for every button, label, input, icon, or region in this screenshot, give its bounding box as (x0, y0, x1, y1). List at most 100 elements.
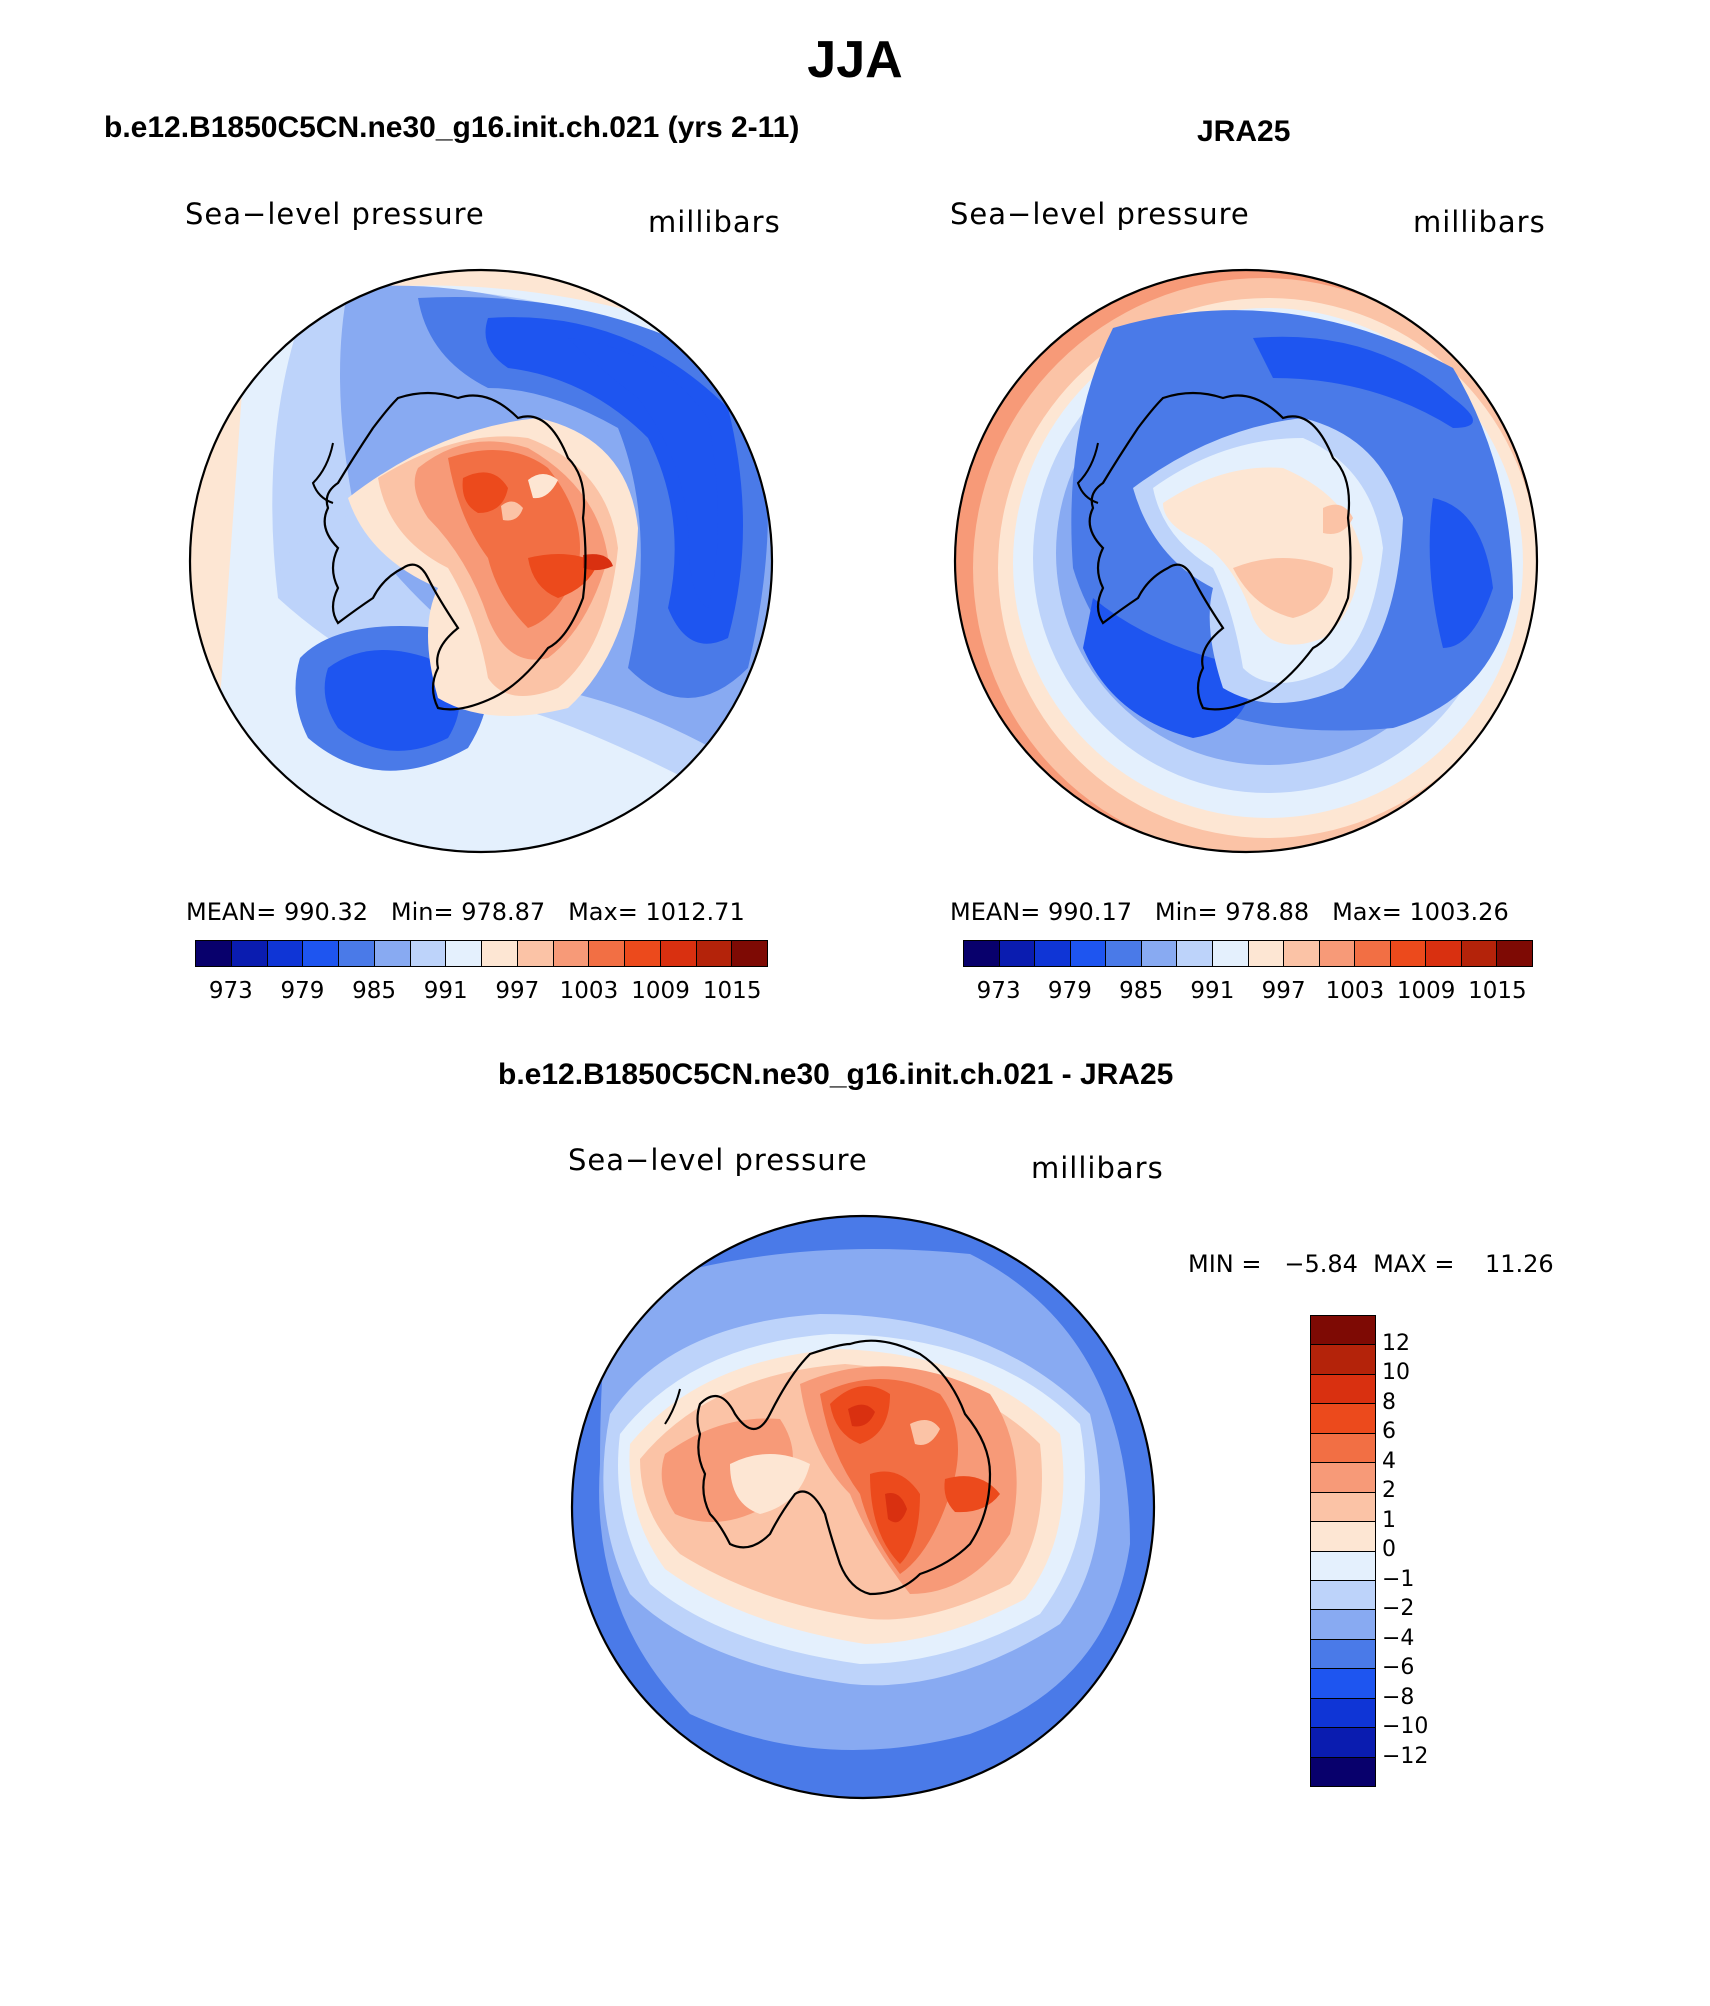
colorbar-tick-label: 1015 (702, 978, 762, 1004)
colorbar-swatch (1311, 1697, 1375, 1728)
colorbar-tick-label: 4 (1382, 1448, 1396, 1474)
colorbar-swatch (1212, 941, 1249, 966)
min-value: 978.87 (461, 898, 546, 926)
colorbar-swatch (1311, 1403, 1375, 1433)
colorbar-swatch (1319, 941, 1356, 966)
colorbar-swatch (1141, 941, 1178, 966)
colorbar-swatch (1311, 1638, 1375, 1669)
colorbar-tick-label: 991 (423, 978, 468, 1004)
figure-title: JJA (807, 31, 903, 89)
colorbar-tick-label: 2 (1382, 1478, 1396, 1503)
colorbar-tick-label: 979 (280, 978, 325, 1004)
colorbar-swatch (1311, 1550, 1375, 1580)
diff-colorbar (1310, 1315, 1376, 1787)
colorbar-tick-label: 1003 (559, 978, 619, 1004)
panel-model-variable-label: Sea−level pressure (185, 197, 485, 231)
colorbar-swatch (1311, 1432, 1375, 1463)
max-label: Max= (568, 898, 638, 926)
colorbar-tick-label: −1 (1382, 1566, 1415, 1592)
colorbar-swatch (374, 941, 411, 966)
diff-minmax: MIN = −5.84 MAX = 11.26 (1188, 1250, 1554, 1278)
colorbar-tick-label: 973 (976, 978, 1021, 1004)
colorbar-swatch (231, 941, 268, 966)
colorbar-tick-label: 979 (1047, 978, 1092, 1004)
colorbar-tick-label: 1003 (1325, 978, 1385, 1004)
obs-slp-map (953, 268, 1539, 854)
colorbar-swatch (1311, 1521, 1375, 1551)
colorbar-swatch (1311, 1727, 1375, 1757)
colorbar-swatch (339, 941, 375, 966)
colorbar-swatch (1461, 941, 1498, 966)
colorbar-swatch (696, 941, 733, 966)
colorbar-tick-label: 991 (1190, 978, 1235, 1004)
colorbar-swatch (410, 941, 447, 966)
colorbar-tick-label: 997 (1261, 978, 1306, 1004)
colorbar-tick-label: −12 (1382, 1743, 1429, 1769)
colorbar-tick-label: 8 (1382, 1389, 1396, 1415)
colorbar-tick-label: −6 (1382, 1655, 1415, 1680)
max-value: 1012.71 (645, 898, 745, 926)
panel-diff-title: b.e12.B1850C5CN.ne30_g16.init.ch.021 - J… (498, 1058, 1174, 1091)
model-colorbar (195, 940, 768, 967)
colorbar-swatch (1311, 1344, 1375, 1374)
colorbar-tick-label: 1009 (1396, 978, 1456, 1004)
colorbar-tick-label: 985 (352, 978, 397, 1004)
colorbar-tick-label: −8 (1382, 1684, 1415, 1710)
colorbar-tick-label: 0 (1382, 1537, 1396, 1562)
colorbar-swatch (1070, 941, 1107, 966)
colorbar-swatch (1311, 1668, 1375, 1698)
colorbar-tick-label: 985 (1119, 978, 1164, 1004)
min-value: 978.88 (1225, 898, 1310, 926)
panel-obs-title: JRA25 (1197, 115, 1291, 148)
colorbar-swatch (732, 941, 767, 966)
colorbar-swatch (1426, 941, 1462, 966)
max-label: Max= (1332, 898, 1402, 926)
colorbar-swatch (1311, 1316, 1375, 1345)
colorbar-tick-label: 997 (495, 978, 540, 1004)
max-value: 1003.26 (1409, 898, 1509, 926)
obs-colorbar-ticks: 973 979 985 991 997 1003 1009 1015 (963, 978, 1533, 1008)
colorbar-swatch (303, 941, 339, 966)
colorbar-swatch (1311, 1756, 1375, 1786)
panel-obs-variable-label: Sea−level pressure (950, 197, 1250, 231)
colorbar-swatch (1106, 941, 1142, 966)
panel-obs-stats: MEAN= 990.17 Min= 978.88 Max= 1003.26 (950, 898, 1509, 926)
panel-model-stats: MEAN= 990.32 Min= 978.87 Max= 1012.71 (186, 898, 745, 926)
colorbar-swatch (267, 941, 304, 966)
colorbar-swatch (517, 941, 554, 966)
colorbar-tick-label: 10 (1382, 1360, 1410, 1385)
colorbar-tick-label: 1015 (1468, 978, 1527, 1004)
mean-value: 990.17 (1048, 898, 1132, 926)
diff-slp-map (570, 1214, 1156, 1800)
colorbar-swatch (999, 941, 1036, 966)
colorbar-tick-label: 973 (208, 978, 253, 1004)
colorbar-tick-label: 6 (1382, 1419, 1396, 1444)
colorbar-swatch (660, 941, 697, 966)
panel-model-title: b.e12.B1850C5CN.ne30_g16.init.ch.021 (yr… (104, 111, 800, 144)
panel-model-units-label: millibars (648, 205, 781, 239)
colorbar-tick-label: −10 (1382, 1714, 1429, 1739)
colorbar-tick-label: −2 (1382, 1596, 1415, 1621)
colorbar-swatch (964, 941, 1000, 966)
colorbar-swatch (1311, 1579, 1375, 1610)
colorbar-swatch (1355, 941, 1391, 966)
model-colorbar-ticks: 973 979 985 991 997 1003 1009 1015 (195, 978, 768, 1008)
model-slp-map (188, 268, 774, 854)
mean-value: 990.32 (284, 898, 368, 926)
colorbar-swatch (482, 941, 518, 966)
colorbar-swatch (1311, 1462, 1375, 1492)
colorbar-swatch (1177, 941, 1213, 966)
panel-diff-variable-label: Sea−level pressure (568, 1143, 868, 1177)
colorbar-swatch (1497, 941, 1532, 966)
panel-diff-units-label: millibars (1031, 1151, 1164, 1185)
colorbar-swatch (196, 941, 232, 966)
min-label: Min= (390, 898, 454, 926)
colorbar-swatch (1035, 941, 1071, 966)
colorbar-swatch (1311, 1491, 1375, 1522)
colorbar-swatch (1284, 941, 1320, 966)
obs-colorbar (963, 940, 1533, 967)
colorbar-swatch (1390, 941, 1427, 966)
diff-colorbar-ticks: −12 −10 −8 −6 −4 −2 −1 0 1 2 4 6 8 10 12 (1382, 1315, 1472, 1787)
colorbar-tick-label: 1 (1382, 1507, 1396, 1533)
colorbar-tick-label: 12 (1382, 1330, 1410, 1356)
